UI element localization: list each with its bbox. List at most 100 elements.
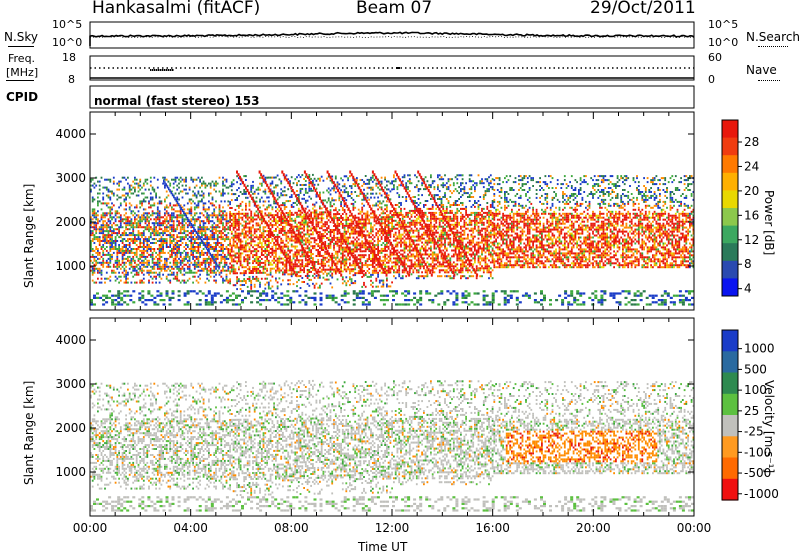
velocity-cell (260, 422, 263, 425)
power-cell (114, 279, 117, 282)
power-cell (98, 253, 101, 256)
power-cell (141, 186, 143, 189)
power-cell (222, 279, 224, 282)
power-cell (98, 257, 101, 260)
power-cell (174, 176, 177, 179)
power-cell (90, 249, 92, 252)
power-cell (246, 264, 249, 267)
velocity-cell (188, 416, 191, 419)
power-cell (260, 182, 263, 185)
velocity-cell (195, 402, 198, 405)
power-cell (130, 281, 133, 284)
velocity-cell (236, 482, 238, 485)
power-cell (252, 186, 254, 189)
power-cell (181, 279, 184, 282)
velocity-cell (252, 481, 254, 484)
power-cell (220, 210, 223, 213)
power-cell (259, 176, 261, 179)
power-cell (93, 214, 96, 217)
velocity-cell (239, 446, 242, 449)
power-cell (220, 271, 223, 274)
power-cell (208, 182, 210, 185)
power-cell (151, 188, 154, 191)
velocity-cell (155, 444, 157, 447)
power-cell (188, 240, 191, 242)
power-cell (165, 240, 168, 242)
velocity-cell (174, 469, 177, 472)
velocity-cell (241, 422, 244, 425)
velocity-cell (164, 390, 166, 393)
freq-tick-bottom: 8 (68, 73, 75, 86)
velocity-cell (218, 469, 221, 472)
velocity-cell (211, 461, 214, 464)
power-cell (199, 200, 201, 203)
noise-left-tick-top: 10^5 (52, 18, 83, 31)
velocity-cell (167, 418, 170, 421)
power-cell (151, 271, 154, 274)
velocity-cell (266, 428, 268, 431)
velocity-cell (97, 406, 99, 409)
power-cell (162, 216, 164, 219)
power-cell (102, 220, 105, 223)
velocity-cell (178, 384, 180, 387)
velocity-cell (114, 418, 117, 421)
power-cell (259, 260, 261, 262)
power-cell (104, 216, 106, 219)
power-cell (262, 240, 265, 243)
velocity-cell (229, 456, 231, 459)
velocity-cell (229, 484, 231, 487)
velocity-cell (181, 396, 184, 399)
power-cell (134, 253, 136, 256)
power-cell (225, 216, 228, 219)
power-cell (178, 269, 180, 272)
velocity-cell (104, 426, 106, 429)
velocity-cell (209, 454, 212, 456)
velocity-cell (178, 404, 180, 407)
power-cell (204, 281, 207, 284)
power-cell (130, 192, 133, 195)
velocity-cell (255, 464, 258, 466)
velocity-cell (179, 457, 182, 460)
velocity-cell (90, 390, 92, 393)
power-cell (250, 236, 253, 239)
power-cell (130, 188, 133, 191)
power-cell (222, 210, 224, 213)
velocity-cell (243, 454, 246, 457)
velocity-cell (216, 388, 219, 391)
power-cell (208, 242, 210, 244)
velocity-cell (243, 442, 246, 445)
power-cell (102, 196, 105, 199)
power-cell (127, 249, 129, 252)
velocity-cell (271, 388, 274, 391)
power-cell (264, 242, 267, 245)
power-cell (155, 234, 157, 237)
velocity-cell (199, 428, 201, 431)
power-cell (93, 257, 96, 260)
power-cell (104, 230, 106, 233)
velocity-cell (234, 490, 237, 493)
velocity-cell (250, 448, 253, 451)
power-cell (253, 212, 256, 215)
power-cell (134, 216, 136, 219)
velocity-cell (176, 469, 179, 472)
power-cell (213, 271, 216, 274)
velocity-cell (121, 465, 124, 468)
velocity-cell (111, 412, 113, 415)
velocity-cell (116, 459, 119, 462)
power-cell (215, 248, 217, 250)
power-cell (123, 238, 126, 241)
power-cell (199, 263, 201, 266)
velocity-cell (176, 434, 179, 437)
velocity-cell (93, 442, 96, 445)
power-cell (119, 220, 122, 223)
velocity-cell (132, 448, 135, 450)
power-cell (267, 190, 270, 193)
velocity-cell (102, 446, 105, 448)
power-cell (208, 192, 210, 195)
power-cell (91, 248, 94, 250)
velocity-cell (132, 436, 135, 439)
power-cell (98, 242, 101, 244)
velocity-cell (105, 483, 108, 486)
power-cell (142, 234, 145, 237)
power-cell (107, 263, 110, 266)
